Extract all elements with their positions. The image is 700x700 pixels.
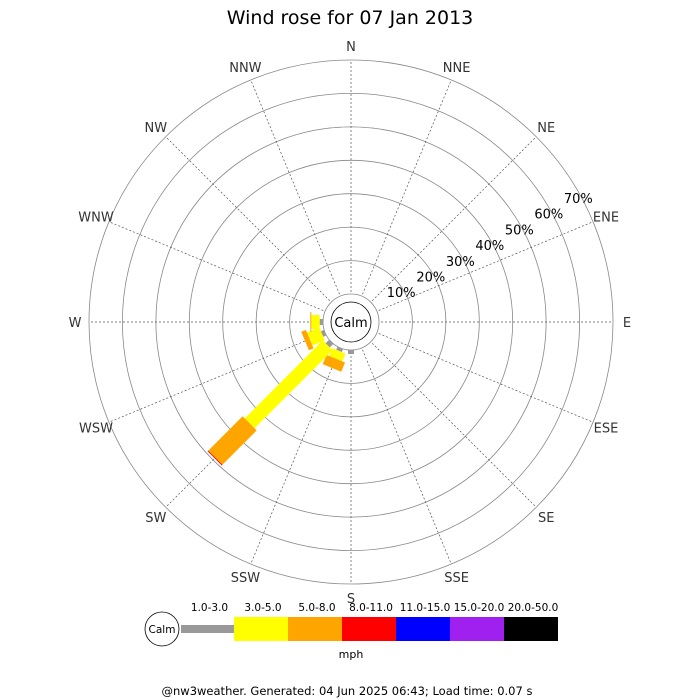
legend-label-2: 5.0-8.0 <box>298 602 335 614</box>
legend-label-6: 20.0-50.0 <box>508 602 559 614</box>
spoke-nw <box>165 136 331 302</box>
bar-sw-0 <box>325 339 334 348</box>
legend-swatch-4 <box>396 617 450 641</box>
bar-w-0 <box>319 319 323 325</box>
bar-sw-2 <box>208 416 257 465</box>
direction-spokes <box>89 60 613 584</box>
footer-text: @nw3weather. Generated: 04 Jun 2025 06:4… <box>162 684 533 698</box>
spoke-ese <box>378 333 594 423</box>
legend-label-3: 8.0-11.0 <box>349 602 393 614</box>
spoke-sse <box>362 349 452 565</box>
bar-w-2 <box>310 312 312 332</box>
direction-label-s: S <box>347 592 355 607</box>
percent-label-5: 50% <box>505 223 534 238</box>
ring-3 <box>222 193 480 451</box>
bar-wsw-1 <box>307 327 325 346</box>
legend-swatch-1 <box>234 617 288 641</box>
legend-swatch-2 <box>288 617 342 641</box>
direction-label-n: N <box>346 40 356 55</box>
percent-label-1: 10% <box>387 286 416 301</box>
ring-6 <box>121 92 581 552</box>
bar-ssw-1 <box>329 348 346 362</box>
direction-label-wsw: WSW <box>79 422 113 437</box>
legend-label-1: 3.0-5.0 <box>244 602 281 614</box>
bar-ssw-2 <box>322 354 345 372</box>
bar-wsw-2 <box>301 329 314 351</box>
direction-label-nnw: NNW <box>229 61 261 76</box>
legend-calm-label: Calm <box>149 624 176 636</box>
bar-s-0 <box>348 350 354 354</box>
direction-label-se: SE <box>538 511 554 526</box>
percent-labels: 10%20%30%40%50%60%70% <box>387 192 593 301</box>
legend-swatch-6 <box>504 617 558 641</box>
ring-1 <box>289 260 413 384</box>
direction-label-ese: ESE <box>594 422 619 437</box>
percent-label-4: 40% <box>475 239 504 254</box>
direction-label-ssw: SSW <box>231 571 261 586</box>
legend-unit: mph <box>339 648 364 661</box>
spoke-nnw <box>250 79 340 295</box>
bar-sw-1 <box>244 340 333 429</box>
spoke-se <box>371 342 537 508</box>
legend-calm-circle <box>144 611 180 647</box>
direction-label-ene: ENE <box>593 210 619 225</box>
direction-label-w: W <box>69 316 82 331</box>
wind-bars <box>207 312 354 466</box>
direction-label-e: E <box>623 316 631 331</box>
spoke-wnw <box>108 221 324 311</box>
legend-swatch-3 <box>342 617 396 641</box>
spoke-ne <box>371 136 537 302</box>
direction-label-ne: NE <box>537 121 555 136</box>
chart-title: Wind rose for 07 Jan 2013 <box>227 7 474 29</box>
legend-label-5: 15.0-20.0 <box>454 602 505 614</box>
bar-w-1 <box>311 315 320 329</box>
direction-label-nne: NNE <box>443 61 471 76</box>
speed-legend: Calm 1.0-3.0 3.0-5.0 5.0-8.0 8.0-11.0 11.0-1… <box>144 602 559 647</box>
radial-grid <box>88 59 614 585</box>
legend-label-4: 11.0-15.0 <box>400 602 451 614</box>
calm-circle <box>330 301 372 343</box>
ring-4 <box>188 159 514 485</box>
bar-wsw-0 <box>320 329 327 337</box>
bar-ssw-0 <box>336 346 344 353</box>
percent-label-6: 60% <box>534 208 563 223</box>
calm-label: Calm <box>334 316 367 331</box>
ring-7 <box>88 59 614 585</box>
percent-label-2: 20% <box>416 271 445 286</box>
legend-swatch-0 <box>181 625 234 633</box>
direction-labels: N NNE NE ENE E ESE SE SSE S SSW SW WSW W WNW NW NNW <box>69 40 632 607</box>
direction-label-sse: SSE <box>444 571 469 586</box>
spoke-ene <box>378 221 594 311</box>
spoke-ssw <box>250 349 340 565</box>
legend-label-0: 1.0-3.0 <box>191 602 228 614</box>
percent-label-7: 70% <box>564 192 593 207</box>
direction-label-sw: SW <box>145 511 166 526</box>
direction-label-wnw: WNW <box>78 210 114 225</box>
spoke-nne <box>362 79 452 295</box>
spoke-wsw <box>108 333 324 423</box>
percent-label-3: 30% <box>446 255 475 270</box>
direction-label-nw: NW <box>145 121 168 136</box>
legend-swatch-5 <box>450 617 504 641</box>
bar-sw-3 <box>207 450 223 466</box>
